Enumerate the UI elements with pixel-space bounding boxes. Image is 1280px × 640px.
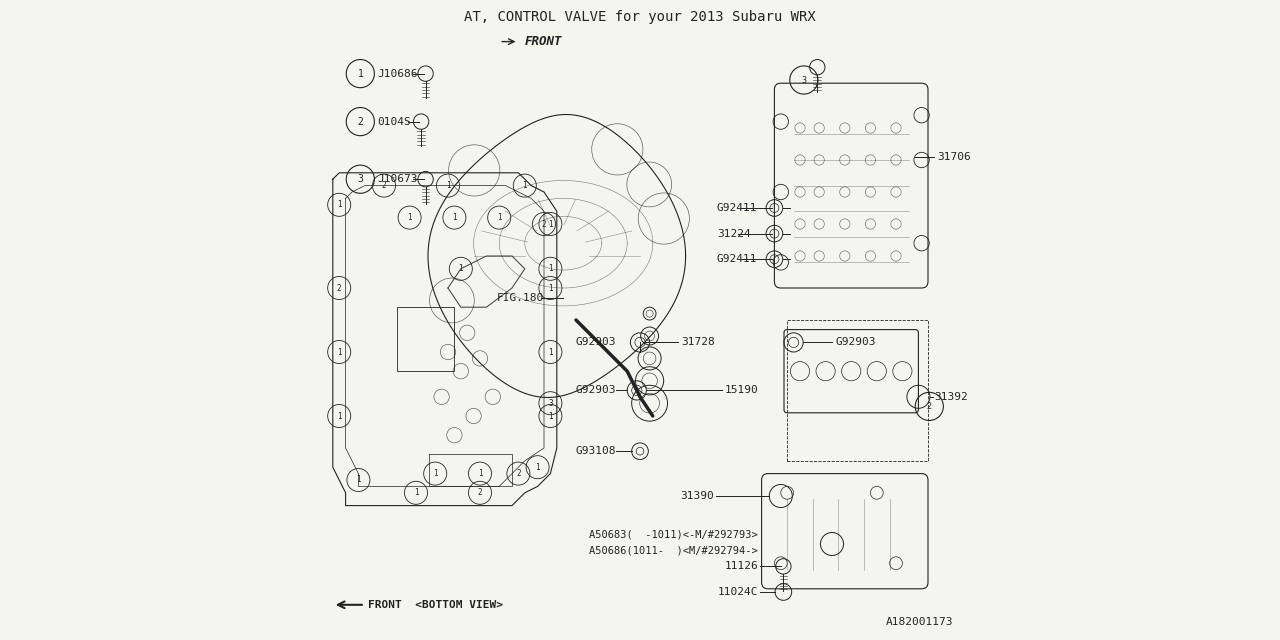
Text: 3: 3 [801, 76, 806, 84]
Text: 31224: 31224 [717, 228, 750, 239]
Text: 1: 1 [497, 213, 502, 222]
Text: 31390: 31390 [680, 491, 714, 501]
Text: 3: 3 [357, 174, 364, 184]
Text: 31728: 31728 [681, 337, 716, 348]
Text: J10673: J10673 [378, 174, 419, 184]
Text: 2: 2 [357, 116, 364, 127]
Text: A182001173: A182001173 [886, 617, 954, 627]
Text: 1: 1 [356, 476, 361, 484]
Text: 1: 1 [357, 68, 364, 79]
Text: 11024C: 11024C [718, 587, 759, 597]
Text: AT, CONTROL VALVE for your 2013 Subaru WRX: AT, CONTROL VALVE for your 2013 Subaru W… [465, 10, 815, 24]
Text: G92903: G92903 [576, 337, 617, 348]
Text: 2: 2 [477, 488, 483, 497]
Text: G92411: G92411 [717, 203, 758, 213]
Text: 2: 2 [516, 469, 521, 478]
Text: G92903: G92903 [576, 385, 617, 396]
Text: 1: 1 [548, 348, 553, 356]
Bar [397, 307, 454, 371]
Text: 1: 1 [337, 200, 342, 209]
Text: 1: 1 [433, 469, 438, 478]
Text: 1: 1 [548, 284, 553, 292]
Text: 2: 2 [337, 284, 342, 292]
Text: 11126: 11126 [724, 561, 759, 572]
Text: 0104S: 0104S [378, 116, 411, 127]
Text: 1: 1 [337, 348, 342, 356]
Text: 2: 2 [381, 181, 387, 190]
Text: 1: 1 [535, 463, 540, 472]
Text: 1: 1 [452, 213, 457, 222]
Text: G92411: G92411 [717, 254, 758, 264]
Text: A50686(1011-  )<M/#292794->: A50686(1011- )<M/#292794-> [589, 545, 758, 556]
Text: 1: 1 [407, 213, 412, 222]
Text: FRONT  <BOTTOM VIEW>: FRONT <BOTTOM VIEW> [369, 600, 503, 610]
Text: A50683(  -1011)<-M/#292793>: A50683( -1011)<-M/#292793> [589, 529, 758, 540]
Text: FIG.180: FIG.180 [497, 292, 544, 303]
Text: 2: 2 [541, 220, 547, 228]
Text: G93108: G93108 [576, 446, 617, 456]
Text: 1: 1 [522, 181, 527, 190]
Text: 1: 1 [548, 412, 553, 420]
Text: 15190: 15190 [724, 385, 758, 396]
Text: FRONT: FRONT [525, 35, 562, 48]
Text: 2: 2 [927, 402, 932, 411]
Text: 1: 1 [548, 220, 553, 228]
Text: 1: 1 [445, 181, 451, 190]
Text: 31706: 31706 [937, 152, 972, 162]
Bar [787, 320, 928, 461]
Text: 3: 3 [548, 399, 553, 408]
Text: 1: 1 [477, 469, 483, 478]
Text: G92903: G92903 [836, 337, 876, 348]
Text: 31392: 31392 [934, 392, 968, 402]
Text: 1: 1 [413, 488, 419, 497]
Text: J10686: J10686 [378, 68, 419, 79]
Text: 1: 1 [337, 412, 342, 420]
Text: 1: 1 [458, 264, 463, 273]
Text: 1: 1 [548, 264, 553, 273]
